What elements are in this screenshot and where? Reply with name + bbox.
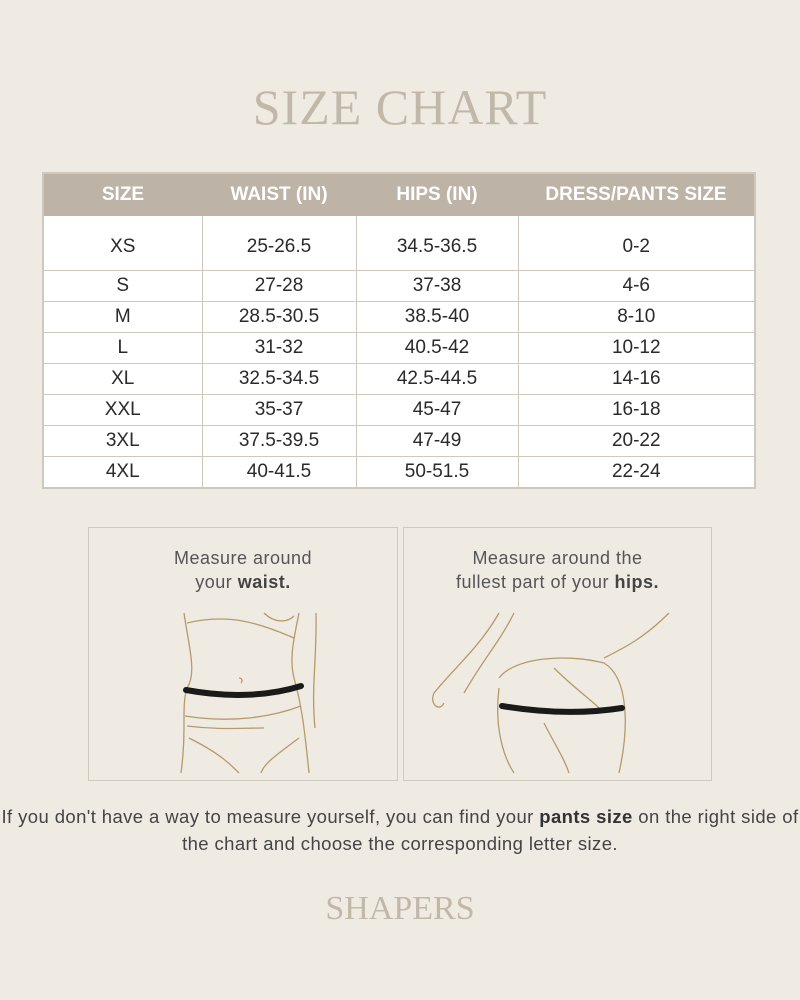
- cell-waist: 37.5-39.5: [201, 425, 356, 457]
- cell-size: 3XL: [43, 425, 202, 457]
- cell-dress-pants-size: 16-18: [517, 394, 755, 426]
- waist-measure-panel: Measure around your waist.: [88, 527, 398, 781]
- hips-illustration-icon: [432, 612, 670, 774]
- cell-waist: 28.5-30.5: [201, 301, 356, 333]
- cell-waist: 40-41.5: [201, 456, 356, 488]
- header-dress-pants-size: DRESS/PANTS SIZE: [518, 173, 755, 216]
- cell-hips: 47-49: [355, 425, 518, 457]
- cell-dress-pants-size: 8-10: [517, 301, 755, 333]
- cell-hips: 50-51.5: [355, 456, 518, 488]
- cell-dress-pants-size: 22-24: [517, 456, 755, 488]
- caption-bold: waist.: [237, 572, 291, 592]
- cell-waist: 25-26.5: [201, 216, 356, 271]
- cell-hips: 38.5-40: [355, 301, 518, 333]
- cell-hips: 37-38: [355, 270, 518, 302]
- page-title: SIZE CHART: [252, 79, 548, 135]
- table-row: 4XL 40-41.5 50-51.5 22-24: [43, 456, 755, 488]
- caption-line: Measure around the: [472, 548, 643, 568]
- cell-dress-pants-size: 20-22: [517, 425, 755, 457]
- header-size: SIZE: [43, 173, 202, 216]
- table-row: XXL 35-37 45-47 16-18: [43, 394, 755, 426]
- cell-size: 4XL: [43, 456, 202, 488]
- hips-caption: Measure around the fullest part of your …: [404, 546, 711, 594]
- measurement-note: If you don't have a way to measure yours…: [0, 803, 800, 857]
- caption-line: Measure around: [173, 548, 313, 568]
- cell-size: L: [43, 332, 202, 364]
- brand-logo: SHAPERS: [325, 890, 475, 927]
- caption-line: fullest part of your hips.: [404, 570, 711, 594]
- table-row: 3XL 37.5-39.5 47-49 20-22: [43, 425, 755, 457]
- measuring-tape-icon: [499, 703, 625, 715]
- caption-bold: hips.: [614, 572, 660, 592]
- cell-size: XL: [43, 363, 202, 395]
- cell-hips: 42.5-44.5: [355, 363, 518, 395]
- note-text: If you don't have a way to measure yours…: [1, 806, 540, 827]
- table-row: XL 32.5-34.5 42.5-44.5 14-16: [43, 363, 755, 395]
- cell-waist: 27-28: [201, 270, 356, 302]
- measuring-tape-icon: [183, 683, 304, 698]
- size-chart-table: SIZE WAIST (IN) HIPS (IN) DRESS/PANTS SI…: [42, 172, 756, 489]
- table-row: S 27-28 37-38 4-6: [43, 270, 755, 302]
- cell-size: XXL: [43, 394, 202, 426]
- note-bold: pants size: [539, 806, 633, 827]
- cell-size: S: [43, 270, 202, 302]
- cell-waist: 31-32: [201, 332, 356, 364]
- waist-illustration-icon: [180, 612, 317, 774]
- header-waist: WAIST (IN): [202, 173, 356, 216]
- cell-size: XS: [110, 236, 136, 257]
- hips-measure-panel: Measure around the fullest part of your …: [403, 527, 712, 781]
- note-text: on the right side of the chart and choos…: [182, 806, 799, 854]
- cell-dress-pants-size: 10-12: [517, 332, 755, 364]
- caption-text: fullest part of your: [455, 572, 615, 592]
- table-row: L 31-32 40.5-42 10-12: [43, 332, 755, 364]
- table-row: M 28.5-30.5 38.5-40 8-10: [43, 301, 755, 333]
- table-header-row: SIZE WAIST (IN) HIPS (IN) DRESS/PANTS SI…: [43, 173, 755, 216]
- header-hips: HIPS (IN): [356, 173, 518, 216]
- cell-hips: 45-47: [355, 394, 518, 426]
- caption-text: your: [195, 572, 238, 592]
- cell-dress-pants-size: 0-2: [517, 216, 755, 271]
- waist-caption: Measure around your waist.: [89, 546, 397, 594]
- cell-hips: 34.5-36.5: [355, 216, 518, 271]
- cell-waist: 32.5-34.5: [201, 363, 356, 395]
- caption-line: your waist.: [89, 570, 397, 594]
- cell-dress-pants-size: 14-16: [517, 363, 755, 395]
- table-row: XS 25-26.5 34.5-36.5 0-2: [43, 216, 755, 271]
- cell-hips: 40.5-42: [355, 332, 518, 364]
- cell-size: M: [43, 301, 202, 333]
- cell-waist: 35-37: [201, 394, 356, 426]
- cell-dress-pants-size: 4-6: [517, 270, 755, 302]
